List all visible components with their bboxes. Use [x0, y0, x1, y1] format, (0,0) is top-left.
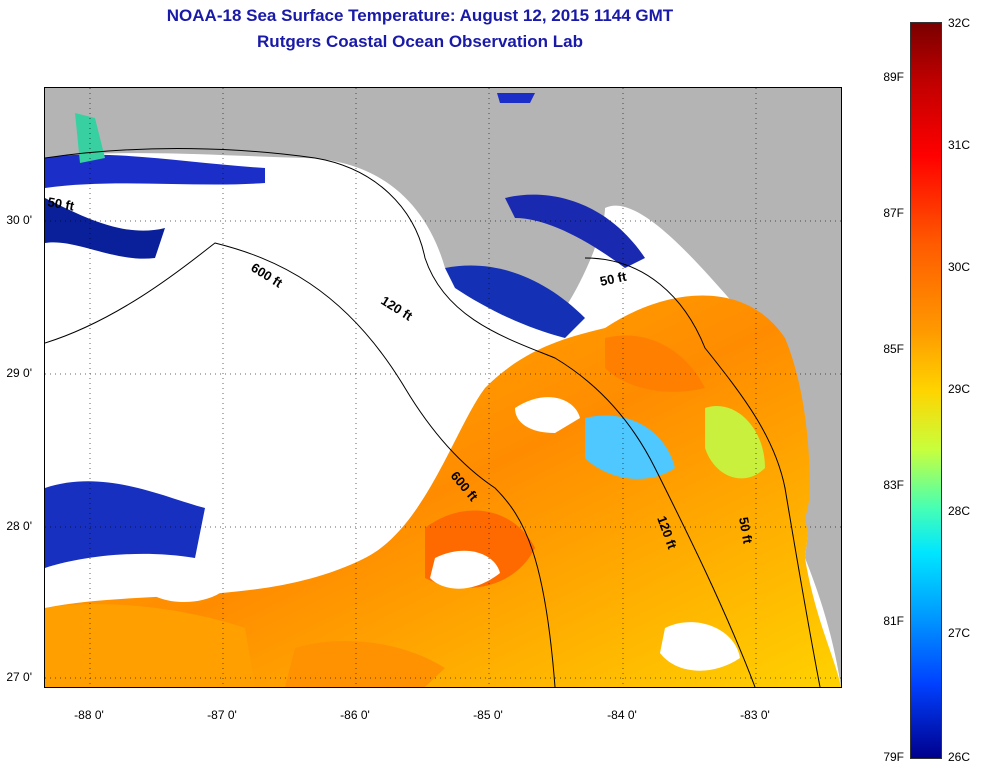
colorbar-c-label: 32C — [948, 16, 971, 30]
colorbar-f-label: 81F — [883, 614, 904, 628]
lat-label: 30 0' — [6, 213, 32, 227]
lat-label: 29 0' — [6, 366, 32, 380]
colorbar-c-label: 30C — [948, 260, 971, 274]
map-title: NOAA-18 Sea Surface Temperature: August … — [166, 6, 674, 25]
colorbar-f-label: 83F — [883, 478, 904, 492]
isobath-120ft — [45, 148, 756, 687]
contour-label: 50 ft — [46, 194, 76, 214]
colorbar-c-label: 26C — [948, 750, 971, 764]
colorbar-f-label: 87F — [883, 206, 904, 220]
map-subtitle: Rutgers Coastal Ocean Observation Lab — [257, 32, 583, 51]
contour-label: 50 ft — [599, 269, 629, 289]
lon-label: -86 0' — [340, 708, 370, 722]
isobath-600ft — [45, 242, 556, 687]
colorbar-f-label: 85F — [883, 342, 904, 356]
florida-coast — [805, 408, 841, 570]
lon-label: -88 0' — [74, 708, 104, 722]
colorbar-f-label: 79F — [883, 750, 904, 764]
warm-sst-field — [45, 295, 841, 687]
blue-coastal-band — [45, 154, 265, 188]
contour-label: 50 ft — [736, 516, 756, 546]
colorbar-c-label: 31C — [948, 138, 971, 152]
isobath-50ft — [584, 257, 821, 687]
lat-label: 28 0' — [6, 519, 32, 533]
sst-map: 50 ft 600 ft 120 ft 600 ft 50 ft 120 ft … — [44, 87, 842, 688]
colorbar-f-label: 89F — [883, 70, 904, 84]
lon-label: -85 0' — [473, 708, 503, 722]
colorbar-c-label: 27C — [948, 626, 971, 640]
temperature-colorbar — [910, 22, 942, 759]
lon-label: -83 0' — [740, 708, 770, 722]
lon-label: -87 0' — [207, 708, 237, 722]
lat-label: 27 0' — [6, 670, 32, 684]
colorbar-c-label: 29C — [948, 382, 971, 396]
lon-label: -84 0' — [607, 708, 637, 722]
colorbar-c-label: 28C — [948, 504, 971, 518]
